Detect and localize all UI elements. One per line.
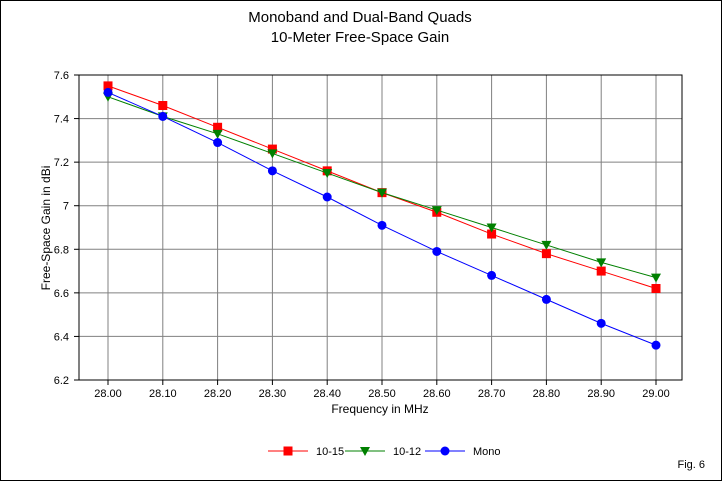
x-tick-label: 28.60 [423, 388, 451, 400]
data-point [486, 223, 497, 233]
data-point [487, 270, 497, 280]
y-tick-label: 6.8 [54, 244, 69, 256]
y-tick-label: 7.4 [54, 114, 69, 126]
data-point [212, 129, 223, 139]
legend-item-mono: Mono [425, 446, 501, 458]
data-point [103, 87, 113, 97]
data-point [377, 220, 387, 230]
x-tick-label: 29.00 [642, 388, 670, 400]
data-point [541, 249, 551, 259]
legend-label: 10-15 [316, 446, 344, 458]
legend-item-10-15: 10-15 [268, 446, 344, 458]
data-point [377, 188, 387, 198]
data-point [651, 340, 661, 350]
x-axis: 28.00 28.10 28.20 28.30 28.40 28.50 28.60 28.70… [94, 380, 670, 400]
y-tick-label: 7.6 [54, 70, 69, 82]
chart-title: Monoband and Dual-Band Quads [248, 9, 472, 26]
y-tick-label: 6.6 [54, 288, 69, 300]
legend-marker [440, 446, 450, 456]
x-tick-label: 28.40 [313, 388, 341, 400]
data-point [651, 273, 661, 283]
data-point [487, 229, 497, 239]
data-point [158, 101, 168, 110]
y-axis-label: Free-Space Gain in dBi [39, 166, 53, 291]
figure-annotation: Fig. 6 [677, 459, 705, 471]
y-tick-label: 7.2 [54, 157, 69, 169]
data-point [103, 81, 113, 91]
data-point [213, 122, 223, 132]
legend: 10-15 10-12 Mono [268, 446, 501, 458]
x-tick-label: 28.10 [149, 388, 177, 400]
x-tick-label: 28.90 [587, 388, 615, 400]
data-point [267, 149, 278, 159]
x-tick-label: 28.80 [533, 388, 561, 400]
data-point [213, 138, 223, 148]
data-point [267, 166, 277, 176]
y-tick-label: 6.2 [54, 375, 69, 387]
legend-marker [283, 446, 293, 456]
legend-item-10-12: 10-12 [345, 446, 421, 458]
x-tick-label: 28.70 [478, 388, 506, 400]
x-tick-label: 28.50 [368, 388, 396, 400]
data-point [596, 266, 606, 276]
data-point [432, 246, 442, 256]
x-axis-label: Frequency in MHz [331, 402, 428, 416]
data-point [541, 294, 551, 304]
data-point [322, 169, 333, 179]
chart-subtitle: 10-Meter Free-Space Gain [271, 29, 449, 46]
y-tick-label: 7 [63, 201, 69, 213]
data-point [322, 192, 332, 202]
data-point [651, 284, 661, 293]
y-axis: 6.2 6.4 6.6 6.8 7 7.2 7.4 7.6 [54, 70, 79, 387]
plot-area [78, 74, 683, 381]
data-point [267, 144, 277, 154]
x-tick-label: 28.30 [259, 388, 287, 400]
x-tick-label: 28.00 [94, 388, 122, 400]
data-point [431, 206, 442, 216]
series-mono [103, 87, 661, 350]
data-point [541, 240, 552, 250]
series-layer [103, 81, 661, 350]
legend-label: Mono [473, 446, 501, 458]
data-point [158, 111, 168, 121]
data-point [596, 258, 607, 268]
legend-label: 10-12 [393, 446, 421, 458]
y-tick-label: 6.4 [54, 331, 69, 343]
data-point [596, 318, 606, 328]
x-tick-label: 28.20 [204, 388, 232, 400]
legend-marker [360, 447, 370, 456]
